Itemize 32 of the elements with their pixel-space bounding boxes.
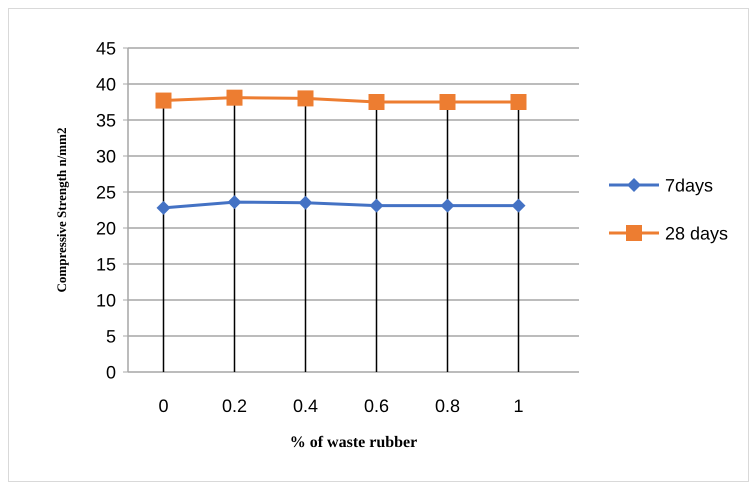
point [156, 92, 172, 109]
point [298, 90, 314, 106]
point [298, 196, 312, 210]
y-tick-label: 25 [96, 182, 116, 202]
point [510, 94, 526, 110]
y-tick-label: 5 [106, 326, 116, 346]
point [228, 195, 242, 210]
legend-label: 7days [665, 175, 714, 196]
point [512, 198, 526, 213]
x-tick-label: 0.6 [364, 396, 390, 416]
point [368, 94, 384, 110]
y-axis-title: Compressive Strength n/mm2 [54, 128, 69, 292]
point [226, 90, 242, 106]
point [440, 94, 456, 110]
x-tick-label: 0.4 [292, 396, 318, 416]
x-tick-label: 0.2 [222, 396, 248, 416]
x-tick-label: 0.8 [434, 396, 460, 416]
legend-label: 28 days [665, 223, 728, 244]
y-tick-label: 20 [96, 218, 116, 238]
x-tick-label: 0 [158, 396, 169, 416]
x-tick-label: 1 [513, 396, 524, 416]
point [156, 200, 170, 215]
point [440, 198, 454, 213]
point [370, 198, 384, 213]
y-tick-label: 45 [96, 38, 116, 58]
y-tick-label: 30 [96, 146, 116, 166]
y-tick-label: 10 [96, 290, 116, 310]
y-tick-label: 35 [96, 110, 116, 130]
x-axis-title: % of waste rubber [290, 434, 418, 451]
y-tick-label: 0 [106, 362, 116, 382]
y-tick-label: 40 [96, 74, 116, 94]
y-tick-label: 15 [96, 254, 116, 274]
